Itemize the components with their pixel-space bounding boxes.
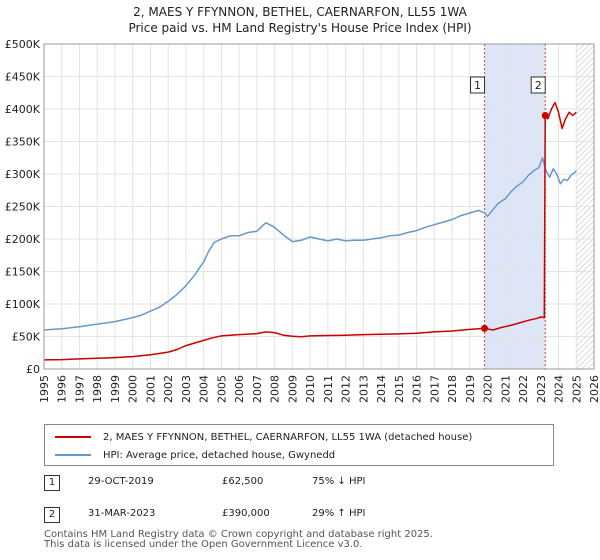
sale-price: £62,500: [222, 476, 264, 487]
x-tick-label: 2009: [286, 375, 299, 403]
chart-legend: 2, MAES Y FFYNNON, BETHEL, CAERNARFON, L…: [44, 424, 554, 466]
y-tick-label: £50K: [12, 331, 41, 344]
sale-hpi-change: 29% ↑ HPI: [312, 508, 366, 519]
x-tick-label: 2000: [127, 375, 140, 403]
sale-point: [481, 324, 489, 332]
x-tick-label: 2006: [233, 375, 246, 403]
x-tick-label: 1995: [38, 375, 51, 403]
x-tick-label: 2004: [198, 375, 211, 403]
legend-item-hpi: HPI: Average price, detached house, Gwyn…: [55, 448, 335, 462]
legend-item-property: 2, MAES Y FFYNNON, BETHEL, CAERNARFON, L…: [55, 430, 472, 444]
legend-label-hpi: HPI: Average price, detached house, Gwyn…: [103, 449, 336, 461]
x-tick-label: 2021: [499, 375, 512, 403]
x-tick-label: 2016: [411, 375, 424, 403]
y-tick-label: £500K: [5, 38, 41, 51]
x-tick-label: 1998: [91, 375, 104, 403]
x-tick-label: 2001: [144, 375, 157, 403]
sale-annotation-label: 1: [474, 79, 481, 92]
legend-swatch-hpi: [55, 454, 91, 456]
y-tick-label: £350K: [5, 136, 41, 149]
x-tick-label: 2002: [162, 375, 175, 403]
series-line: [43, 101, 577, 361]
x-tick-label: 2023: [535, 375, 548, 403]
sale-date: 31-MAR-2023: [88, 508, 156, 519]
y-tick-label: £0: [26, 363, 40, 376]
legend-swatch-property: [55, 436, 91, 438]
sale-hpi-change: 75% ↓ HPI: [312, 476, 366, 487]
chart-title: 2, MAES Y FFYNNON, BETHEL, CAERNARFON, L…: [133, 5, 467, 19]
y-tick-label: £300K: [5, 168, 41, 181]
y-tick-label: £150K: [5, 266, 41, 279]
x-tick-label: 2013: [357, 375, 370, 403]
x-tick-label: 2024: [553, 375, 566, 403]
x-tick-label: 2005: [215, 375, 228, 403]
x-tick-label: 2011: [322, 375, 335, 403]
y-tick-label: £100K: [5, 298, 41, 311]
x-tick-label: 2017: [428, 375, 441, 403]
sale-badge: 2: [44, 507, 60, 523]
x-tick-label: 2014: [375, 375, 388, 403]
x-tick-label: 2010: [304, 375, 317, 403]
footer: Contains HM Land Registry data © Crown c…: [44, 530, 433, 550]
x-tick-label: 1999: [109, 375, 122, 403]
sale-annotation-box: [530, 76, 546, 94]
x-tick-label: 2007: [251, 375, 264, 403]
sale-date: 29-OCT-2019: [88, 476, 154, 487]
x-tick-label: 2022: [517, 375, 530, 403]
x-tick-label: 2008: [269, 375, 282, 403]
legend-label-property: 2, MAES Y FFYNNON, BETHEL, CAERNARFON, L…: [103, 431, 473, 443]
sale-price: £390,000: [222, 508, 270, 519]
y-tick-label: £400K: [5, 103, 41, 116]
y-tick-label: £250K: [5, 201, 41, 214]
x-tick-label: 2018: [446, 375, 459, 403]
y-tick-label: £450K: [5, 71, 41, 84]
x-tick-label: 2015: [393, 375, 406, 403]
sale-badge: 1: [44, 475, 60, 491]
x-tick-label: 1996: [56, 375, 69, 403]
x-tick-label: 2025: [570, 375, 583, 403]
sale-point: [541, 112, 549, 119]
x-tick-label: 2012: [340, 375, 353, 403]
x-tick-label: 2026: [588, 375, 600, 403]
plot-border: [43, 43, 595, 370]
sale-annotation-box: [470, 76, 486, 94]
series-line: [43, 157, 577, 331]
y-tick-label: £200K: [5, 233, 41, 246]
x-tick-label: 1997: [73, 375, 86, 403]
footer-copyright: Contains HM Land Registry data © Crown c…: [44, 529, 433, 540]
price-chart: 2, MAES Y FFYNNON, BETHEL, CAERNARFON, L…: [5, 5, 600, 403]
chart-subtitle: Price paid vs. HM Land Registry's House …: [128, 21, 471, 35]
x-tick-label: 2020: [482, 375, 495, 403]
x-tick-label: 2019: [464, 375, 477, 403]
sale-annotation-label: 2: [535, 79, 542, 92]
footer-licence: This data is licensed under the Open Gov…: [44, 539, 363, 550]
x-tick-label: 2003: [180, 375, 193, 403]
